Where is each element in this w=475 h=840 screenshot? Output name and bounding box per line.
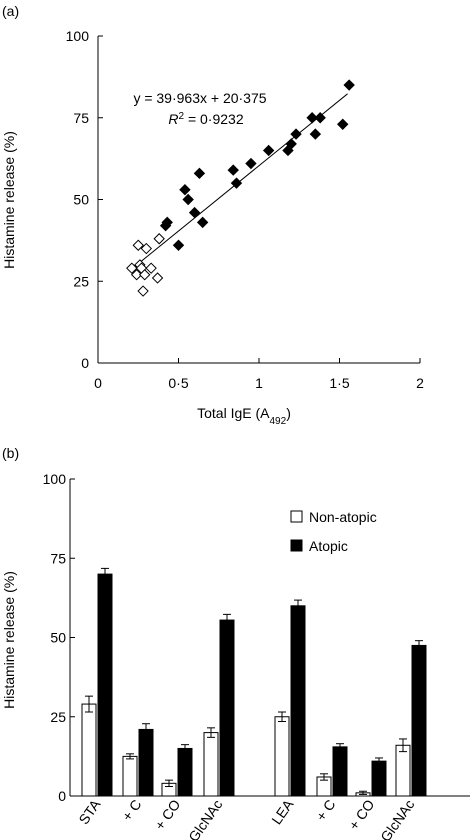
y-tick-label: 50 xyxy=(50,630,66,646)
category-label: + CO xyxy=(345,796,377,832)
atopic-point xyxy=(188,206,201,219)
non-atopic-point xyxy=(137,285,149,297)
y-tick-label: 25 xyxy=(73,273,89,289)
atopic-point xyxy=(343,79,355,91)
panel-a-axes: 0 0·5 1 1·5 2 0 25 50 75 100 xyxy=(66,28,424,391)
atopic-bar xyxy=(138,728,154,797)
atopic-point xyxy=(245,157,257,170)
x-tick-label: 0 xyxy=(94,375,102,391)
category-label: + C xyxy=(119,797,145,824)
non-atopic-point xyxy=(126,262,138,274)
x-axis-label-subscript: 492 xyxy=(270,416,287,427)
r-squared-exponent: 2 xyxy=(179,111,185,122)
atopic-point xyxy=(196,216,209,229)
x-tick-label: 1 xyxy=(255,375,263,391)
non-atopic-bar xyxy=(274,716,290,797)
atopic-bar xyxy=(411,644,427,797)
atopic-bar xyxy=(177,747,193,797)
category-label: + GlcNAc xyxy=(178,797,225,840)
y-tick-label: 50 xyxy=(73,192,89,208)
category-label: + C xyxy=(313,797,339,824)
y-tick-label: 75 xyxy=(73,110,89,126)
x-axis-label-text: Total IgE (A xyxy=(197,405,270,421)
atopic-point xyxy=(314,112,326,124)
bar-panel: (b) Histamine release (%) 0 25 50 75 100 STA… xyxy=(1,445,470,840)
panel-a-y-axis-label: Histamine release (%) xyxy=(1,131,17,269)
panel-b-y-axis-label: Histamine release (%) xyxy=(1,571,17,709)
non-atopic-bar xyxy=(203,732,219,797)
non-atopic-point xyxy=(138,269,151,281)
legend-label-non-atopic: Non-atopic xyxy=(309,509,377,525)
non-atopic-point xyxy=(151,272,164,284)
x-tick-label: 2 xyxy=(416,375,424,391)
non-atopic-point xyxy=(130,269,143,281)
atopic-bar xyxy=(332,746,348,797)
non-atopic-bar xyxy=(81,703,97,797)
regression-equation: y = 39·963x + 20·375 xyxy=(133,90,266,106)
atopic-point xyxy=(179,183,191,196)
panel-a-label: (a) xyxy=(2,3,19,19)
bar-groups: STA + C + CO+ GlcNAc LEA + C + CO+ GlcNAc xyxy=(75,567,427,840)
y-tick-label: 100 xyxy=(66,28,90,44)
y-tick-label: 0 xyxy=(58,788,66,804)
atopic-point xyxy=(262,144,275,157)
category-label: LEA xyxy=(268,796,297,827)
category-label: + GlcNAc xyxy=(370,797,417,840)
category-label: STA xyxy=(75,796,104,827)
non-atopic-point xyxy=(145,262,157,274)
legend-swatch-non-atopic xyxy=(290,510,303,523)
atopic-point xyxy=(290,128,302,140)
panel-b-label: (b) xyxy=(2,445,19,461)
category-label: + CO xyxy=(151,796,183,832)
atopic-point xyxy=(337,118,349,130)
atopic-bar xyxy=(290,605,306,797)
scatter-points xyxy=(126,79,355,297)
atopic-bar xyxy=(97,573,113,797)
non-atopic-bar xyxy=(395,744,411,797)
legend-swatch-atopic xyxy=(290,539,303,552)
r-squared-label: R2 = 0·9232 xyxy=(168,111,243,128)
x-tick-label: 1·5 xyxy=(329,375,349,391)
atopic-point xyxy=(227,164,239,176)
non-atopic-bar xyxy=(122,755,138,797)
atopic-point xyxy=(309,128,322,140)
x-axis-label-close: ) xyxy=(286,405,291,421)
atopic-point xyxy=(182,193,194,206)
non-atopic-point xyxy=(140,242,153,255)
panel-a-x-axis-label: Total IgE (A492) xyxy=(197,405,291,427)
atopic-bar xyxy=(219,619,235,797)
scatter-panel: (a) Histamine release (%) 0 0·5 1 1·5 2 0 25 50… xyxy=(1,3,424,427)
atopic-point xyxy=(230,177,243,189)
atopic-bar xyxy=(371,760,387,797)
atopic-point xyxy=(172,239,185,251)
r-squared-symbol: R xyxy=(168,111,178,127)
atopic-point xyxy=(306,112,318,124)
non-atopic-point xyxy=(153,233,165,245)
legend: Non-atopic Atopic xyxy=(290,509,377,554)
y-tick-label: 25 xyxy=(50,709,66,725)
atopic-point xyxy=(285,138,297,150)
r-squared-value: = 0·9232 xyxy=(184,111,244,127)
atopic-point xyxy=(193,167,206,180)
y-tick-label: 100 xyxy=(43,471,67,487)
atopic-point xyxy=(161,216,173,229)
y-tick-label: 0 xyxy=(81,355,89,371)
y-tick-label: 75 xyxy=(50,550,66,566)
x-tick-label: 0·5 xyxy=(168,375,188,391)
legend-label-atopic: Atopic xyxy=(309,538,348,554)
non-atopic-point xyxy=(132,239,144,251)
